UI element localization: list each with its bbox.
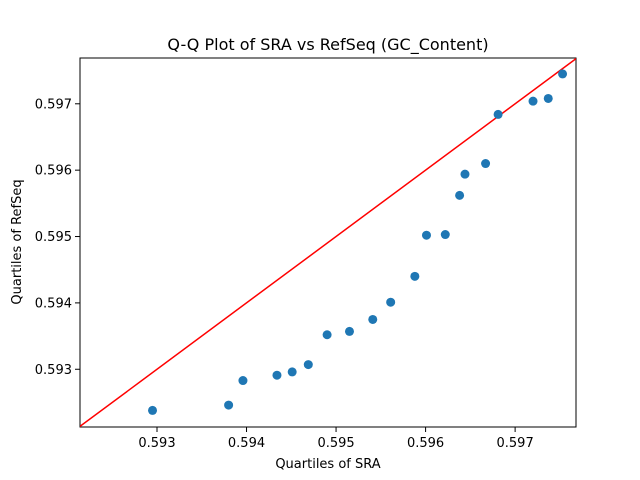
data-point bbox=[460, 169, 470, 179]
x-tick-label: 0.597 bbox=[497, 436, 534, 451]
x-axis-label: Quartiles of SRA bbox=[275, 457, 380, 472]
data-point bbox=[238, 376, 248, 386]
data-point bbox=[272, 370, 282, 380]
y-tick-label: 0.593 bbox=[35, 363, 72, 378]
data-point bbox=[287, 367, 297, 377]
data-point bbox=[224, 400, 234, 410]
y-tick-label: 0.594 bbox=[35, 296, 72, 311]
data-point bbox=[148, 405, 158, 415]
data-point bbox=[455, 190, 465, 200]
reference-line bbox=[80, 58, 576, 427]
x-tick-label: 0.596 bbox=[407, 436, 444, 451]
data-point bbox=[344, 326, 354, 336]
x-tick-label: 0.594 bbox=[228, 436, 265, 451]
x-axis-ticks: 0.593 0.594 0.595 0.596 0.597 bbox=[138, 427, 534, 451]
data-point bbox=[440, 230, 450, 240]
y-axis-label: Quartiles of RefSeq bbox=[10, 179, 25, 304]
reference-line-layer bbox=[80, 58, 576, 427]
data-point bbox=[368, 314, 378, 324]
y-axis-ticks: 0.593 0.594 0.595 0.596 0.597 bbox=[35, 97, 80, 378]
data-point bbox=[410, 271, 420, 281]
data-point bbox=[493, 109, 503, 119]
y-tick-label: 0.596 bbox=[35, 164, 72, 179]
y-tick-label: 0.597 bbox=[35, 97, 72, 112]
points-layer bbox=[148, 69, 568, 415]
data-point bbox=[481, 159, 491, 169]
data-point bbox=[386, 297, 396, 307]
data-point bbox=[543, 93, 553, 103]
chart-title: Q-Q Plot of SRA vs RefSeq (GC_Content) bbox=[167, 35, 488, 55]
y-tick-label: 0.595 bbox=[35, 230, 72, 245]
x-tick-label: 0.593 bbox=[138, 436, 175, 451]
x-tick-label: 0.595 bbox=[317, 436, 354, 451]
data-point bbox=[303, 360, 313, 370]
data-point bbox=[421, 230, 431, 240]
data-point bbox=[528, 96, 538, 106]
data-point bbox=[322, 330, 332, 340]
data-point bbox=[558, 69, 568, 79]
